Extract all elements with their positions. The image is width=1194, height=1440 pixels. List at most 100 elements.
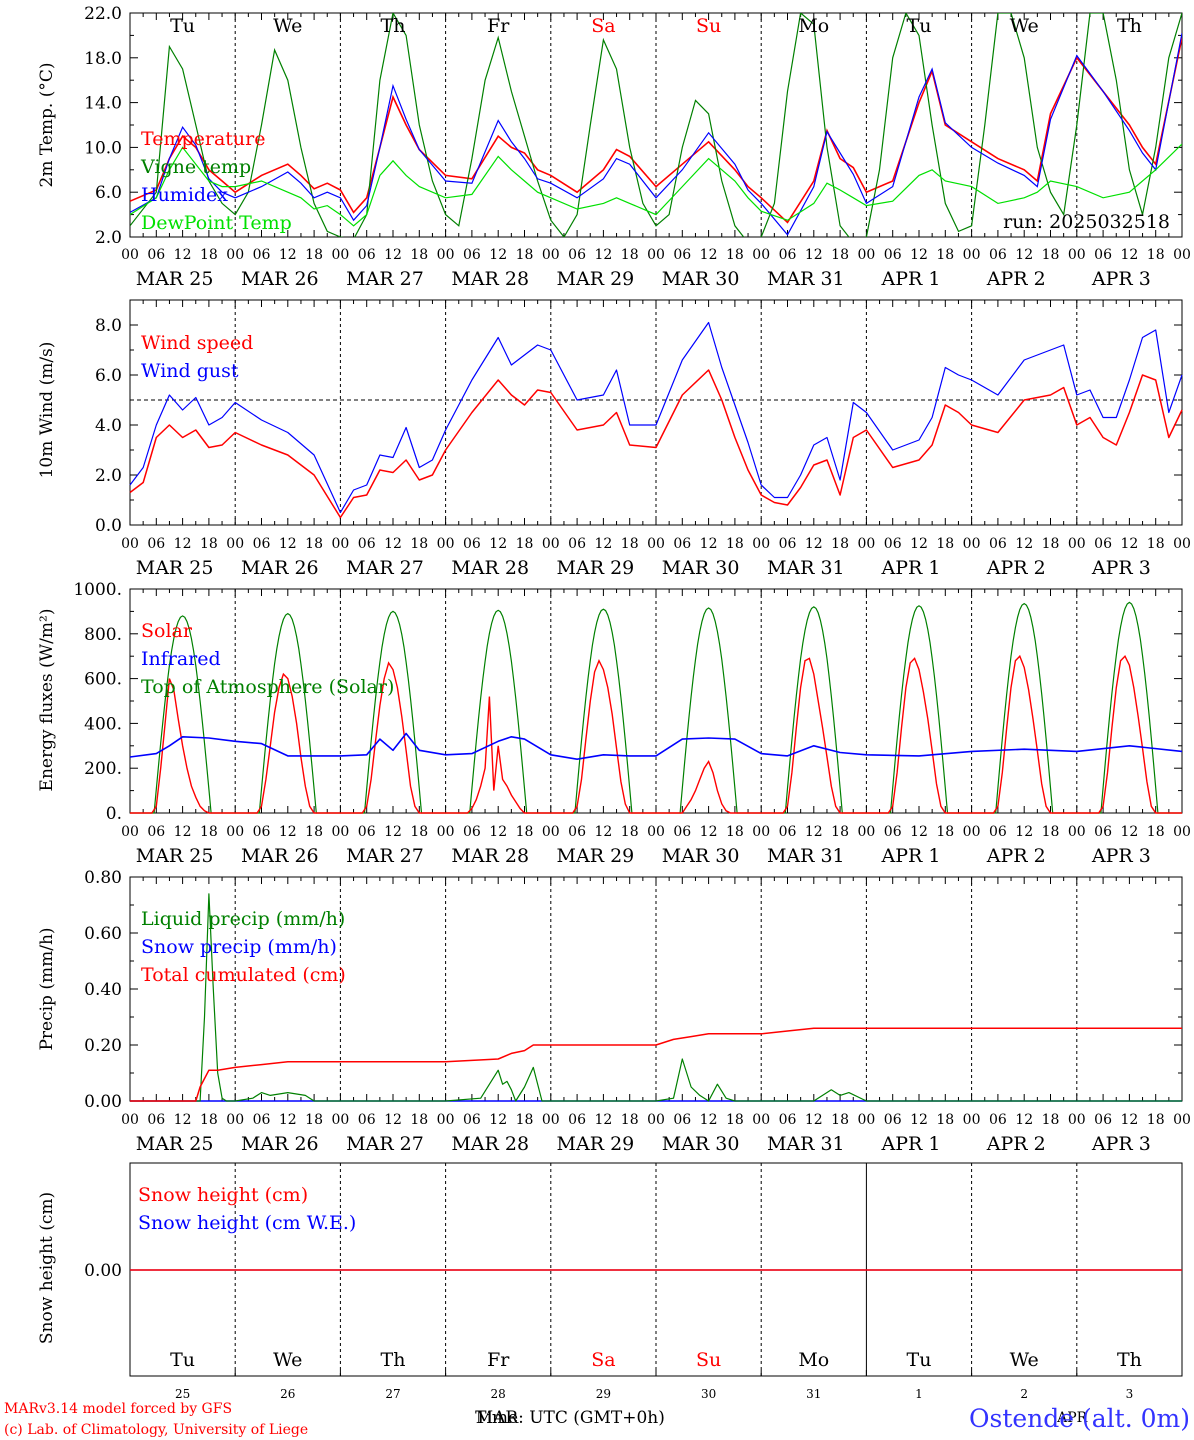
date-label: APR 1: [881, 557, 941, 579]
hour-tick-label: 18: [936, 1112, 954, 1128]
legend-liquid-precip: Liquid precip (mm/h): [141, 908, 345, 930]
hour-tick-label: 18: [305, 824, 323, 840]
hour-tick-label: 06: [779, 247, 797, 263]
hour-tick-label: 00: [963, 1112, 981, 1128]
infrared-line: [129, 732, 1183, 761]
hour-tick-label: 06: [989, 536, 1007, 552]
day-abbr-label: Su: [696, 1349, 721, 1371]
day-abbr-label: Tu: [170, 1349, 195, 1371]
date-label: MAR 27: [346, 557, 424, 579]
hour-tick-label: 06: [147, 824, 165, 840]
hour-tick-label: 12: [1120, 824, 1138, 840]
hour-tick-label: 06: [358, 536, 376, 552]
date-label: APR 1: [881, 845, 941, 867]
hour-tick-label: 06: [989, 1112, 1007, 1128]
hour-tick-label: 00: [331, 536, 349, 552]
hour-tick-label: 00: [121, 824, 139, 840]
solar-line: [1076, 655, 1182, 814]
hour-tick-label: 00: [647, 247, 665, 263]
date-label: APR 2: [986, 845, 1046, 867]
day-number-label: 3: [1126, 1387, 1134, 1401]
date-label: MAR 28: [451, 845, 529, 867]
hour-tick-label: 00: [1068, 1112, 1086, 1128]
solar-line: [445, 696, 551, 814]
hour-tick-label: 06: [989, 247, 1007, 263]
hour-tick-label: 12: [1015, 1112, 1033, 1128]
date-label: APR 2: [986, 557, 1046, 579]
y-tick-label: 0.40: [84, 980, 122, 1000]
day-abbr-label: Tu: [907, 15, 932, 37]
hour-tick-label: 12: [489, 1112, 507, 1128]
hour-tick-label: 18: [1042, 824, 1060, 840]
solar-line: [130, 678, 236, 814]
wind-gust-line: [129, 321, 1183, 514]
day-abbr-label: Mo: [798, 15, 829, 37]
data-layer: [129, 13, 1183, 1271]
hour-tick-label: 00: [752, 536, 770, 552]
solar-line: [761, 657, 867, 814]
hour-tick-label: 18: [1147, 1112, 1165, 1128]
hour-tick-label: 18: [516, 536, 534, 552]
hour-tick-label: 12: [910, 247, 928, 263]
date-label: MAR 25: [136, 845, 214, 867]
plot-frame: [129, 588, 1183, 814]
hour-tick-label: 12: [805, 824, 823, 840]
hour-tick-label: 12: [1120, 1112, 1138, 1128]
total-cumulated-line: [130, 1027, 1182, 1102]
hour-tick-label: 18: [831, 247, 849, 263]
hour-tick-label: 12: [489, 824, 507, 840]
month-label: APR: [1056, 1410, 1088, 1426]
hour-tick-label: 18: [1042, 536, 1060, 552]
hour-tick-label: 18: [516, 1112, 534, 1128]
day-abbr-label: We: [1010, 15, 1039, 37]
date-label: MAR 28: [451, 1133, 529, 1155]
hour-tick-label: 06: [358, 824, 376, 840]
day-abbr-label: Tu: [170, 15, 195, 37]
date-label: MAR 29: [557, 557, 635, 579]
date-label: MAR 26: [241, 557, 319, 579]
hour-tick-label: 18: [621, 536, 639, 552]
date-label: MAR 30: [662, 268, 740, 290]
hour-tick-label: 12: [1015, 536, 1033, 552]
y-tick-label: 1000.: [73, 580, 122, 600]
date-label: MAR 27: [346, 845, 424, 867]
date-label: APR 2: [986, 268, 1046, 290]
hour-tick-label: 18: [936, 536, 954, 552]
hour-tick-label: 00: [647, 1112, 665, 1128]
date-label: MAR 25: [136, 557, 214, 579]
hour-tick-label: 12: [279, 536, 297, 552]
hour-tick-label: 06: [568, 247, 586, 263]
hour-tick-label: 00: [647, 824, 665, 840]
hour-tick-label: 12: [594, 1112, 612, 1128]
hour-tick-label: 18: [516, 824, 534, 840]
hour-tick-label: 06: [463, 536, 481, 552]
hour-tick-label: 18: [726, 1112, 744, 1128]
day-number-label: 1: [915, 1387, 923, 1401]
hour-tick-label: 12: [279, 1112, 297, 1128]
legend-wind-gust: Wind gust: [141, 360, 239, 382]
hour-tick-label: 00: [1173, 824, 1191, 840]
date-label: MAR 26: [241, 845, 319, 867]
hour-tick-label: 12: [384, 247, 402, 263]
solar-line: [550, 658, 656, 814]
day-number-label: 30: [701, 1387, 716, 1401]
legend-snow-height-we: Snow height (cm W.E.): [138, 1212, 356, 1234]
hour-tick-label: 06: [989, 824, 1007, 840]
hour-tick-label: 06: [884, 1112, 902, 1128]
hour-tick-label: 06: [147, 247, 165, 263]
hour-tick-label: 18: [410, 536, 428, 552]
y-axis-title: 10m Wind (m/s): [37, 342, 57, 479]
y-tick-label: 0.00: [84, 1092, 122, 1112]
hour-tick-label: 18: [1042, 247, 1060, 263]
date-label: MAR 27: [346, 268, 424, 290]
hour-tick-label: 12: [594, 247, 612, 263]
day-abbr-label: Fr: [487, 15, 510, 37]
hour-tick-label: 00: [752, 247, 770, 263]
hour-tick-label: 18: [305, 536, 323, 552]
day-number-label: 26: [280, 1387, 295, 1401]
hour-tick-label: 06: [253, 247, 271, 263]
y-tick-label: 200.: [84, 759, 122, 779]
date-label: APR 1: [881, 268, 941, 290]
hour-tick-label: 12: [1120, 536, 1138, 552]
date-label: MAR 25: [136, 1133, 214, 1155]
